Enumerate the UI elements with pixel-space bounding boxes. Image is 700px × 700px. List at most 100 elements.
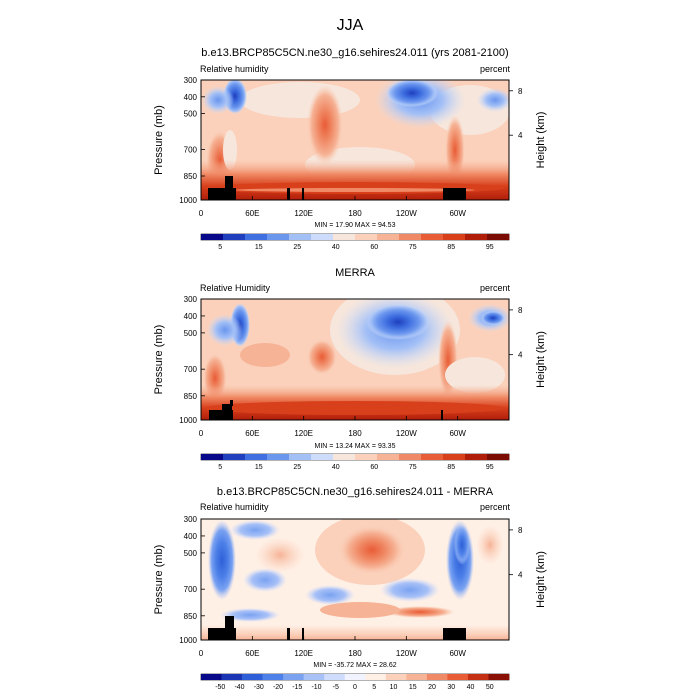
panel-title: b.e13.BRCP85C5CN.ne30_g16.sehires24.011 … bbox=[217, 486, 494, 498]
y-axis-label: Pressure (mb) bbox=[153, 325, 165, 395]
y-tick-label: 850 bbox=[184, 392, 198, 401]
colorbar-label: 75 bbox=[409, 464, 417, 471]
colorbar-swatch bbox=[377, 454, 400, 460]
colorbar-label: 15 bbox=[255, 464, 263, 471]
colorbar-swatch bbox=[467, 674, 489, 680]
y-right-axis-label: Height (km) bbox=[535, 551, 547, 608]
y-tick-label: 300 bbox=[184, 295, 198, 304]
panel-left-label: Relative Humidity bbox=[200, 283, 271, 293]
x-tick-label: 120E bbox=[294, 209, 313, 218]
colorbar-swatch bbox=[465, 454, 488, 460]
colorbar-swatch bbox=[262, 674, 284, 680]
colorbar-swatch bbox=[223, 454, 246, 460]
colorbar-label: 5 bbox=[372, 684, 376, 691]
colorbar-label: 30 bbox=[447, 684, 455, 691]
y-axis-label: Pressure (mb) bbox=[153, 105, 165, 175]
colorbar-swatch bbox=[289, 454, 312, 460]
x-tick-label: 60E bbox=[245, 649, 259, 658]
colorbar-swatch bbox=[221, 674, 243, 680]
colorbar-swatch bbox=[324, 674, 346, 680]
colorbar-label: 0 bbox=[353, 684, 357, 691]
colorbar-swatch bbox=[289, 234, 312, 240]
x-tick-label: 120W bbox=[396, 209, 417, 218]
y-right-tick-label: 8 bbox=[518, 306, 523, 315]
colorbar-label: 40 bbox=[467, 684, 475, 691]
axes: 300 400 500 700 850 1000 8 4 0 60E 120E 180 120W 60W P… bbox=[153, 76, 547, 218]
panel-right-label: percent bbox=[480, 283, 511, 293]
colorbar-label: 95 bbox=[486, 244, 494, 251]
colorbar-label: 40 bbox=[332, 244, 340, 251]
colorbar-label: 15 bbox=[255, 244, 263, 251]
colorbar-label: 10 bbox=[390, 684, 398, 691]
colorbar-label: -20 bbox=[273, 684, 283, 691]
colorbar-swatch bbox=[303, 674, 325, 680]
colorbar-swatch bbox=[465, 234, 488, 240]
colorbar-swatch bbox=[377, 234, 400, 240]
colorbar-swatch bbox=[355, 234, 378, 240]
colorbar-swatch bbox=[487, 454, 510, 460]
y-tick-label: 1000 bbox=[179, 196, 197, 205]
panel-title: b.e13.BRCP85C5CN.ne30_g16.sehires24.011 … bbox=[201, 47, 508, 59]
colorbar-swatch bbox=[443, 454, 466, 460]
x-tick-label: 60E bbox=[245, 429, 259, 438]
y-right-axis-label: Height (km) bbox=[535, 112, 547, 169]
colorbar-label: 5 bbox=[218, 464, 222, 471]
colorbar-swatch bbox=[311, 234, 334, 240]
colorbar-swatch bbox=[223, 234, 246, 240]
colorbar-swatch bbox=[245, 454, 268, 460]
colorbar-swatch bbox=[406, 674, 428, 680]
colorbar-swatch bbox=[267, 234, 290, 240]
colorbar-swatch bbox=[242, 674, 263, 680]
y-tick-label: 500 bbox=[184, 329, 198, 338]
colorbar-swatch bbox=[344, 674, 366, 680]
colorbar-swatch bbox=[365, 674, 387, 680]
colorbar-swatch bbox=[426, 674, 448, 680]
colorbar-swatch bbox=[421, 454, 444, 460]
panel-2: MERRA Relative Humidity percent bbox=[153, 267, 547, 471]
y-right-tick-label: 4 bbox=[518, 571, 523, 580]
y-axis-label: Pressure (mb) bbox=[153, 545, 165, 615]
colorbar-swatch bbox=[333, 454, 356, 460]
y-right-tick-label: 4 bbox=[518, 131, 523, 140]
axes: 300 400 500 700 850 1000 8 4 0 60E 120E 180 120W 60W P… bbox=[153, 295, 547, 438]
colorbar-label: 50 bbox=[486, 684, 494, 691]
panel-left-label: Relative humidity bbox=[200, 64, 269, 74]
colorbar-swatch bbox=[245, 234, 268, 240]
colorbar: 5 15 25 40 60 75 85 95 bbox=[201, 234, 510, 251]
min-max-stats: MIN = 17.90 MAX = 94.53 bbox=[315, 222, 396, 229]
y-tick-label: 1000 bbox=[179, 636, 197, 645]
y-right-tick-label: 8 bbox=[518, 526, 523, 535]
y-tick-label: 850 bbox=[184, 612, 198, 621]
x-tick-label: 120W bbox=[396, 649, 417, 658]
colorbar-swatch bbox=[399, 454, 422, 460]
panel-3: b.e13.BRCP85C5CN.ne30_g16.sehires24.011 … bbox=[153, 486, 547, 691]
y-tick-label: 500 bbox=[184, 110, 198, 119]
x-tick-label: 180 bbox=[348, 429, 362, 438]
colorbar-label: 25 bbox=[293, 464, 301, 471]
y-tick-label: 700 bbox=[184, 365, 198, 374]
x-tick-label: 60W bbox=[449, 649, 466, 658]
colorbar: -50 -40 -30 -20 -15 -10 -5 0 5 10 15 20 30 40 50 bbox=[201, 674, 510, 691]
panel-right-label: percent bbox=[480, 64, 511, 74]
colorbar-label: 85 bbox=[447, 464, 455, 471]
colorbar-swatch bbox=[267, 454, 290, 460]
colorbar-label: -5 bbox=[333, 684, 339, 691]
y-tick-label: 300 bbox=[184, 76, 198, 85]
colorbar-label: 60 bbox=[370, 464, 378, 471]
panel-left-label: Relative humidity bbox=[200, 502, 269, 512]
x-tick-label: 180 bbox=[348, 209, 362, 218]
y-right-tick-label: 4 bbox=[518, 351, 523, 360]
colorbar-label: 15 bbox=[409, 684, 417, 691]
y-tick-label: 400 bbox=[184, 93, 198, 102]
y-right-tick-label: 8 bbox=[518, 87, 523, 96]
colorbar-swatch bbox=[488, 674, 510, 680]
colorbar-label: -10 bbox=[311, 684, 321, 691]
colorbar-label: -40 bbox=[234, 684, 244, 691]
x-tick-label: 120W bbox=[396, 429, 417, 438]
x-tick-label: 60E bbox=[245, 209, 259, 218]
x-tick-label: 60W bbox=[449, 429, 466, 438]
min-max-stats: MIN = 13.24 MAX = 93.35 bbox=[315, 443, 396, 450]
y-right-axis-label: Height (km) bbox=[535, 331, 547, 388]
colorbar-label: 95 bbox=[486, 464, 494, 471]
